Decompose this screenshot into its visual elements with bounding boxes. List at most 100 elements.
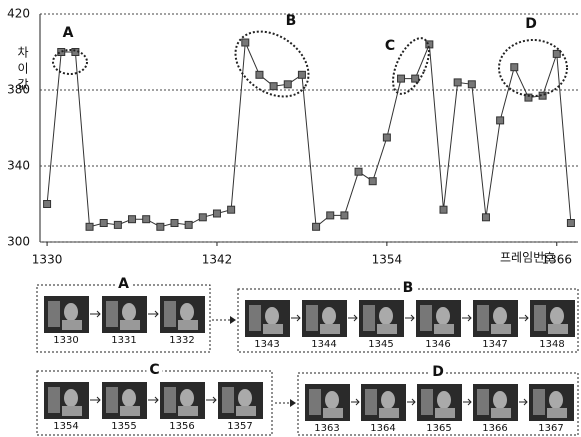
frame-number: 1331	[111, 335, 136, 346]
frame-detail	[64, 389, 78, 407]
frame-detail	[106, 301, 118, 327]
data-point	[468, 81, 475, 88]
frame-detail	[533, 389, 545, 415]
frame-detail	[323, 408, 343, 418]
data-point	[114, 221, 121, 228]
frame-number: 1366	[482, 423, 507, 434]
frame-arrow	[405, 315, 414, 321]
frame-detail	[477, 389, 489, 415]
data-point	[213, 210, 220, 217]
frame-detail	[491, 408, 511, 418]
frame-arrow	[462, 315, 471, 321]
frame-detail	[309, 389, 321, 415]
data-point	[412, 75, 419, 82]
data-point	[199, 214, 206, 221]
frame-arrow	[90, 311, 100, 317]
frame-detail	[550, 307, 564, 325]
frame-arrow	[90, 397, 100, 403]
annotation-label: D	[525, 16, 537, 32]
frame-number: 1357	[227, 421, 252, 432]
y-tick-label: 380	[7, 83, 30, 97]
x-tick-label: 1354	[372, 253, 403, 267]
data-point	[86, 223, 93, 230]
frame-detail	[493, 307, 507, 325]
panel-label: B	[403, 280, 414, 296]
frame-detail	[222, 387, 234, 413]
frame-detail	[322, 307, 336, 325]
frame-detail	[263, 324, 283, 334]
annotation-ellipse	[223, 18, 321, 110]
data-point	[567, 220, 574, 227]
frame-detail	[377, 324, 397, 334]
data-point	[298, 71, 305, 78]
frame-detail	[548, 324, 568, 334]
data-point	[171, 220, 178, 227]
frame-detail	[437, 391, 451, 409]
frame-detail	[64, 303, 78, 321]
annotation-label: A	[63, 25, 74, 41]
frame-arrow	[519, 399, 527, 405]
data-point	[44, 201, 51, 208]
data-point	[228, 206, 235, 213]
frame-detail	[164, 301, 176, 327]
frame-arrow	[463, 399, 471, 405]
frame-number: 1346	[425, 339, 450, 350]
data-point	[398, 75, 405, 82]
frame-detail	[106, 387, 118, 413]
frame-number: 1356	[169, 421, 194, 432]
frame-number: 1364	[370, 423, 395, 434]
frame-detail	[435, 408, 455, 418]
frame-detail	[238, 389, 252, 407]
data-point	[313, 223, 320, 230]
y-tick-label: 300	[7, 235, 30, 249]
data-point	[100, 220, 107, 227]
data-point	[454, 79, 461, 86]
data-point	[497, 117, 504, 124]
frame-detail	[164, 387, 176, 413]
frame-number: 1354	[53, 421, 78, 432]
panel-label: D	[432, 364, 444, 380]
data-point	[553, 50, 560, 57]
panel-label: A	[118, 276, 129, 292]
data-point	[341, 212, 348, 219]
frame-number: 1363	[314, 423, 339, 434]
frame-detail	[436, 307, 450, 325]
data-point	[440, 206, 447, 213]
data-point	[383, 134, 390, 141]
frame-arrow	[407, 399, 415, 405]
annotation-label: C	[385, 38, 395, 54]
frame-arrow	[291, 315, 300, 321]
frame-detail	[306, 305, 318, 331]
frame-number: 1355	[111, 421, 136, 432]
frame-number: 1348	[539, 339, 564, 350]
x-tick-label: 1366	[541, 253, 572, 267]
frame-detail	[325, 391, 339, 409]
frame-detail	[62, 320, 82, 330]
frame-detail	[547, 408, 567, 418]
frame-detail	[120, 406, 140, 416]
frame-detail	[320, 324, 340, 334]
frame-detail	[491, 324, 511, 334]
frame-detail	[122, 389, 136, 407]
data-point	[242, 39, 249, 46]
data-point	[157, 223, 164, 230]
frame-arrow	[148, 311, 158, 317]
x-tick-label: 1330	[32, 253, 63, 267]
frame-number: 1365	[426, 423, 451, 434]
y-tick-label: 340	[7, 159, 30, 173]
frame-detail	[178, 406, 198, 416]
frame-arrow	[348, 315, 357, 321]
data-point	[327, 212, 334, 219]
frame-detail	[534, 305, 546, 331]
frame-arrow	[148, 397, 158, 403]
data-point	[270, 83, 277, 90]
panel-label: C	[149, 362, 159, 378]
group-arrow-head	[290, 399, 296, 407]
group-arrow-head	[230, 316, 236, 324]
frame-detail	[421, 389, 433, 415]
frame-detail	[122, 303, 136, 321]
frame-detail	[365, 389, 377, 415]
frame-detail	[363, 305, 375, 331]
data-point	[511, 64, 518, 71]
data-point	[256, 71, 263, 78]
